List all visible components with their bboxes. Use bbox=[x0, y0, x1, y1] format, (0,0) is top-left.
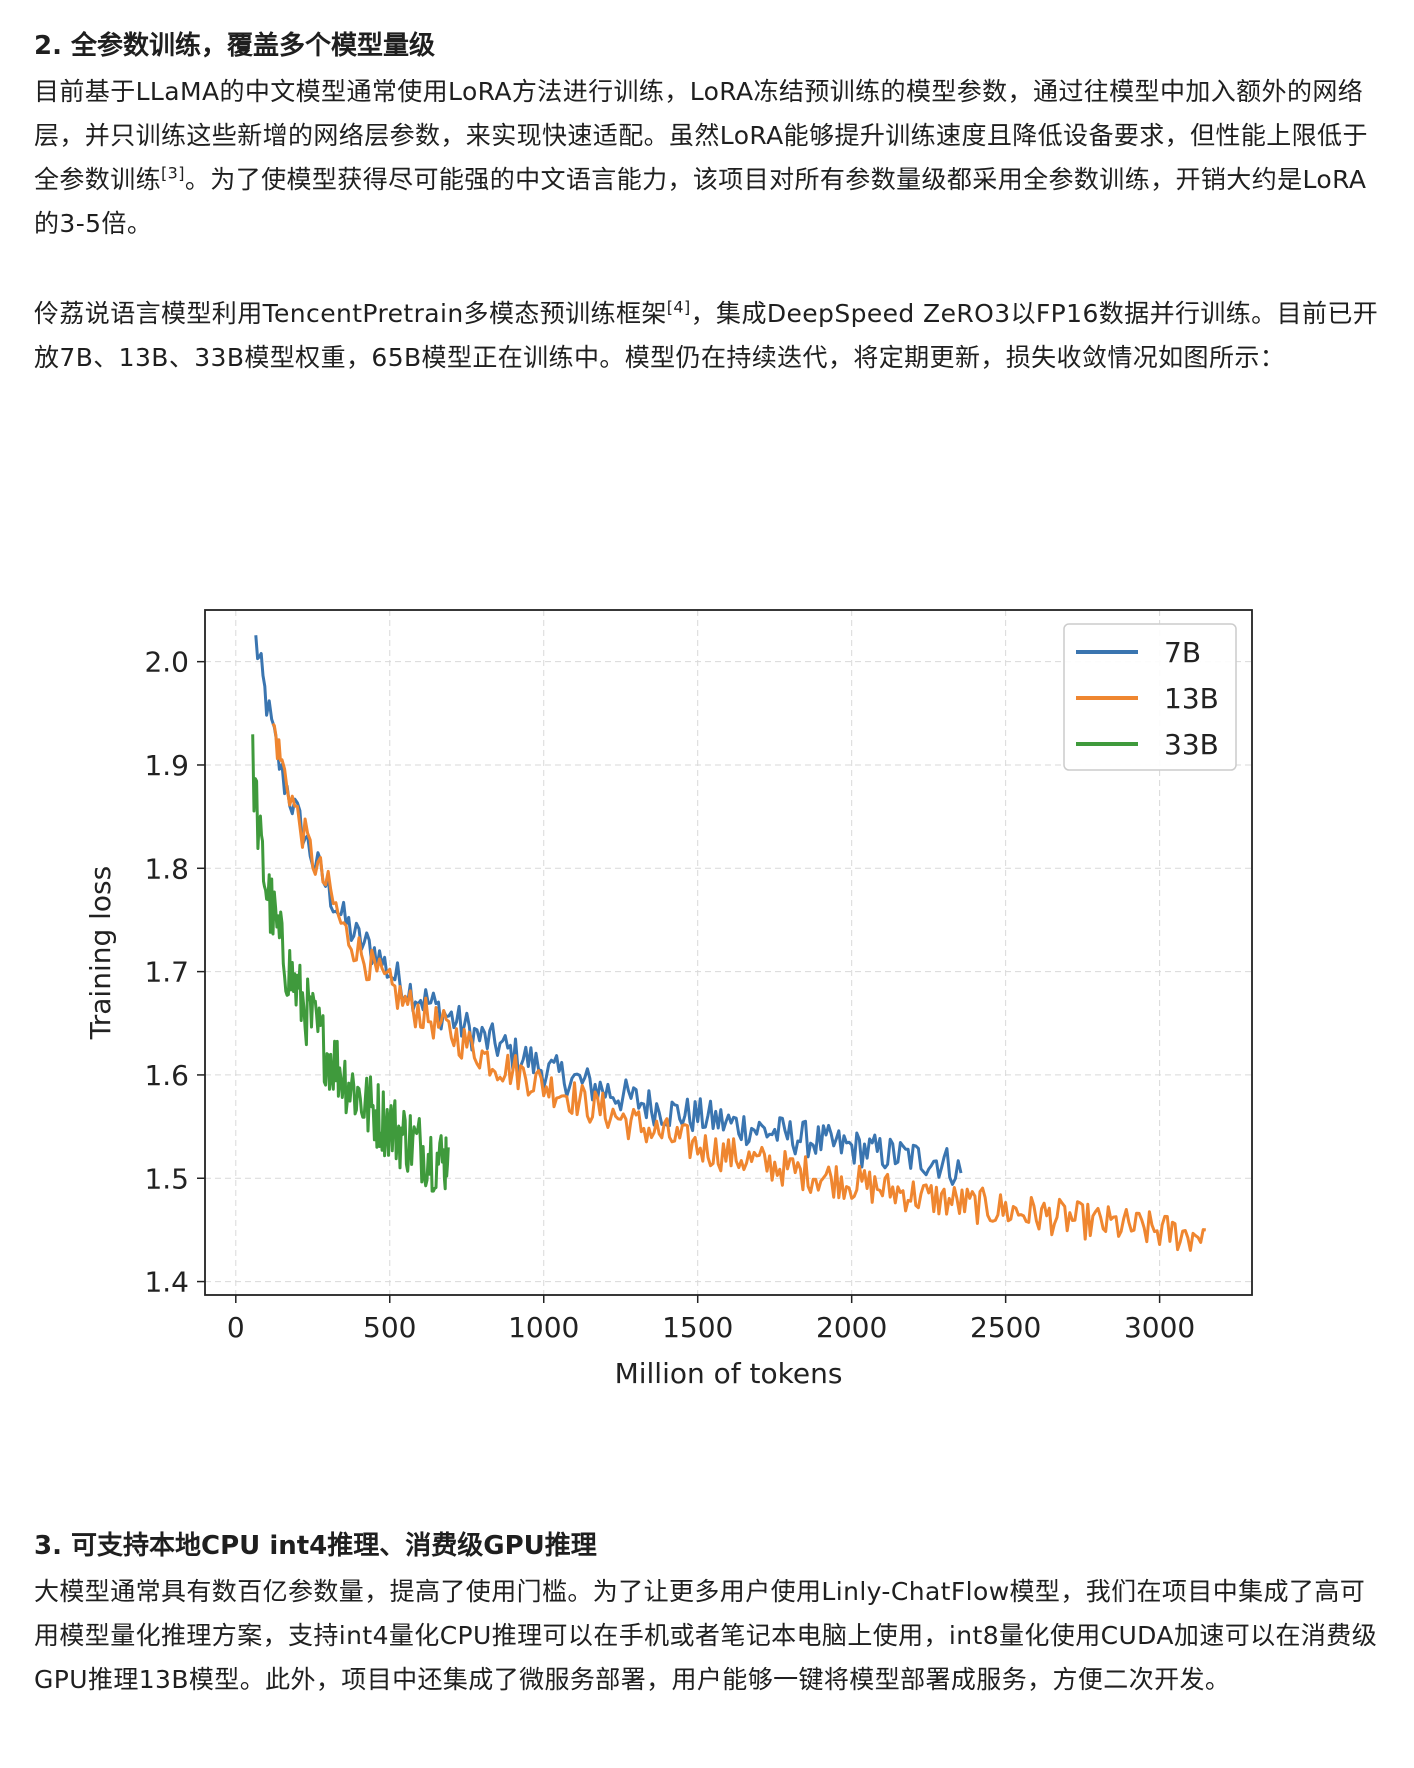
x-tick-label: 2000 bbox=[816, 1311, 887, 1344]
series-line-13B bbox=[271, 722, 1206, 1252]
y-axis-label: Training loss bbox=[84, 866, 117, 1040]
legend-label-33B: 33B bbox=[1164, 728, 1219, 761]
section-2: 2. 全参数训练，覆盖多个模型量级 目前基于LLaMA的中文模型通常使用LoRA… bbox=[34, 28, 1390, 380]
training-loss-chart: 0 500 1000 1500 2000 2500 3000 1.4 1.5 1.6 1.7 1.8 1… bbox=[84, 609, 1253, 1390]
x-tick-label: 2500 bbox=[970, 1311, 1041, 1344]
citation-3-link[interactable]: [3] bbox=[161, 163, 185, 183]
y-tick-label: 1.4 bbox=[144, 1266, 189, 1299]
y-tick-label: 2.0 bbox=[144, 646, 189, 679]
section-3-heading: 3. 可支持本地CPU int4推理、消费级GPU推理 bbox=[34, 1531, 597, 1561]
training-loss-figure: 0 500 1000 1500 2000 2500 3000 1.4 1.5 1.6 1.7 1.8 1… bbox=[0, 560, 1414, 1420]
section-3: 3. 可支持本地CPU int4推理、消费级GPU推理 大模型通常具有数百亿参数… bbox=[34, 1528, 1390, 1702]
x-tick-label: 3000 bbox=[1124, 1311, 1195, 1344]
legend-label-13B: 13B bbox=[1164, 682, 1219, 715]
section-2-heading: 2. 全参数训练，覆盖多个模型量级 bbox=[34, 31, 436, 61]
plot-frame bbox=[204, 609, 1253, 1296]
x-tick-label: 1500 bbox=[662, 1311, 733, 1344]
y-tick-label: 1.9 bbox=[144, 749, 189, 782]
x-axis-label: Million of tokens bbox=[615, 1357, 843, 1390]
paragraph-2-tail: ，集成DeepSpeed ZeRO3以FP16数据并行训练。目前已开放7B、13… bbox=[34, 299, 1379, 372]
y-tick-label: 1.5 bbox=[144, 1162, 189, 1195]
series-line-7B bbox=[254, 635, 963, 1186]
legend-box bbox=[1063, 623, 1237, 771]
paragraph-1-tail: 。为了使模型获得尽可能强的中文语言能力，该项目对所有参数量级都采用全参数训练，开… bbox=[34, 165, 1367, 238]
paragraph-1-text: 目前基于LLaMA的中文模型通常使用LoRA方法进行训练，LoRA冻结预训练的模… bbox=[34, 77, 1368, 194]
paragraph-2-text: 伶荔说语言模型利用TencentPretrain多模态预训练框架 bbox=[34, 299, 667, 328]
citation-4-link[interactable]: [4] bbox=[666, 297, 691, 317]
y-tick-label: 1.7 bbox=[144, 956, 189, 989]
section-3-paragraph: 大模型通常具有数百亿参数量，提高了使用门槛。为了让更多用户使用Linly-Cha… bbox=[34, 1577, 1378, 1694]
section-2-paragraph-2: 伶荔说语言模型利用TencentPretrain多模态预训练框架[4]，集成De… bbox=[34, 292, 1390, 380]
y-tick-label: 1.8 bbox=[144, 852, 189, 885]
x-tick-label: 1000 bbox=[508, 1311, 579, 1344]
section-2-paragraph-1: 目前基于LLaMA的中文模型通常使用LoRA方法进行训练，LoRA冻结预训练的模… bbox=[34, 70, 1390, 246]
y-tick-label: 1.6 bbox=[144, 1059, 189, 1092]
series-line-33B bbox=[251, 734, 450, 1193]
legend-label-7B: 7B bbox=[1164, 636, 1201, 669]
x-tick-label: 0 bbox=[227, 1311, 245, 1344]
x-tick-label: 500 bbox=[363, 1311, 416, 1344]
